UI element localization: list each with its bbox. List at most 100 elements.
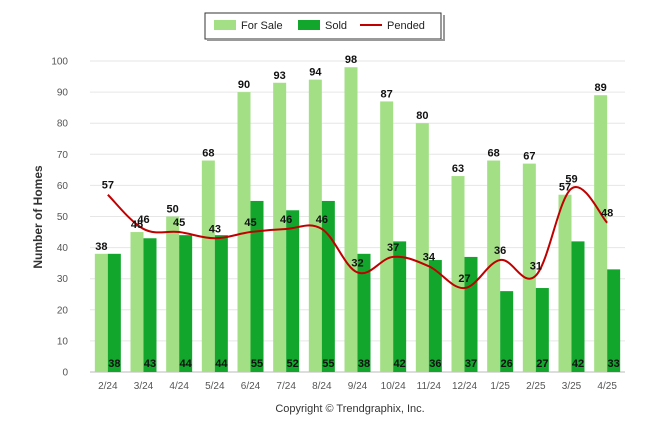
label-for-sale-3-24: 45 — [131, 219, 143, 231]
label-pended-2-25: 31 — [530, 261, 542, 273]
label-sold-6-24: 55 — [251, 358, 263, 370]
label-sold-2-24: 38 — [108, 358, 120, 370]
bar-for-sale-10-24 — [380, 101, 394, 373]
label-pended-1-25: 36 — [494, 245, 506, 257]
label-sold-10-24: 42 — [394, 358, 406, 370]
legend-swatch-sold — [298, 20, 320, 30]
bar-sold-7-24 — [286, 210, 300, 372]
label-sold-3-24: 43 — [144, 358, 156, 370]
bar-sold-5-24 — [214, 235, 228, 372]
label-pended-2-24: 57 — [102, 180, 114, 192]
bar-sold-10-24 — [393, 241, 407, 372]
legend-shadow-bottom — [207, 39, 445, 41]
y-axis-ticks: 0 10 20 30 40 50 60 70 80 90 100 — [51, 57, 68, 379]
label-sold-3-25: 42 — [572, 358, 584, 370]
label-pended-12-24: 27 — [458, 273, 470, 285]
legend-box — [204, 12, 442, 40]
y-tick-label-100: 100 — [51, 57, 68, 68]
pended-line — [107, 186, 608, 290]
x-tick-label-5-24: 5/24 — [205, 381, 225, 392]
bar-sold-1-25 — [500, 291, 514, 372]
x-tick-label-2-24: 2/24 — [98, 381, 118, 392]
label-for-sale-6-24: 90 — [238, 79, 250, 91]
legend-label-sold: Sold — [325, 20, 347, 32]
x-tick-label-4-25: 4/25 — [597, 381, 617, 392]
label-sold-11-24: 36 — [429, 358, 441, 370]
bar-for-sale-3-25 — [558, 194, 572, 372]
bar-sold-2-24 — [107, 253, 121, 372]
label-for-sale-1-25: 68 — [488, 148, 500, 160]
bar-for-sale-6-24 — [237, 92, 251, 372]
bars — [94, 67, 621, 373]
label-pended-5-24: 43 — [209, 223, 221, 235]
label-pended-11-24: 34 — [423, 251, 436, 263]
label-for-sale-2-25: 67 — [523, 151, 535, 163]
y-tick-label-30: 30 — [57, 274, 69, 285]
legend-label-pended: Pended — [387, 20, 425, 32]
label-sold-8-24: 55 — [322, 358, 334, 370]
label-for-sale-11-24: 80 — [416, 110, 428, 122]
label-sold-12-24: 37 — [465, 358, 477, 370]
bar-sold-4-24 — [179, 235, 193, 372]
label-for-sale-7-24: 93 — [274, 70, 286, 82]
label-pended-9-24: 32 — [351, 257, 363, 269]
x-tick-label-3-24: 3/24 — [134, 381, 154, 392]
label-pended-6-24: 45 — [244, 217, 256, 229]
y-tick-label-0: 0 — [62, 368, 68, 379]
label-pended-8-24: 46 — [316, 214, 328, 226]
label-for-sale-8-24: 94 — [309, 67, 322, 79]
bar-for-sale-4-24 — [166, 216, 180, 372]
label-for-sale-5-24: 68 — [202, 148, 214, 160]
label-pended-10-24: 37 — [387, 242, 399, 254]
bar-sold-3-24 — [143, 238, 157, 372]
x-tick-label-7-24: 7/24 — [276, 381, 296, 392]
label-for-sale-3-25: 57 — [559, 182, 571, 194]
bar-sold-3-25 — [571, 241, 585, 372]
copyright-text: Copyright © Trendgraphix, Inc. — [275, 403, 424, 415]
label-sold-2-25: 27 — [536, 358, 548, 370]
y-tick-label-60: 60 — [57, 181, 69, 192]
label-for-sale-9-24: 98 — [345, 54, 357, 66]
bar-for-sale-1-25 — [487, 160, 501, 372]
bar-for-sale-7-24 — [273, 82, 287, 373]
x-tick-label-2-25: 2/25 — [526, 381, 546, 392]
bar-sold-6-24 — [250, 200, 264, 372]
bar-for-sale-12-24 — [451, 176, 465, 372]
y-tick-label-90: 90 — [57, 88, 69, 99]
label-pended-4-25: 48 — [601, 208, 613, 220]
y-axis-label: Number of Homes — [31, 165, 45, 269]
bar-sold-4-25 — [607, 269, 621, 372]
bar-for-sale-2-24 — [94, 253, 108, 372]
label-pended-7-24: 46 — [280, 214, 292, 226]
bar-for-sale-4-25 — [594, 95, 608, 373]
x-axis-ticks: 2/24 3/24 4/24 5/24 6/24 7/24 8/24 9/24 10/24 11/… — [98, 381, 617, 392]
label-pended-3-25: 59 — [565, 174, 577, 186]
label-sold-1-25: 26 — [501, 358, 513, 370]
label-for-sale-4-24: 50 — [167, 204, 179, 216]
legend-shadow-right — [443, 15, 445, 41]
label-for-sale-4-25: 89 — [595, 82, 607, 94]
y-tick-label-80: 80 — [57, 119, 69, 130]
x-tick-label-8-24: 8/24 — [312, 381, 332, 392]
x-tick-label-9-24: 9/24 — [348, 381, 368, 392]
x-tick-label-12-24: 12/24 — [452, 381, 477, 392]
x-tick-label-4-24: 4/24 — [169, 381, 189, 392]
label-sold-4-24: 44 — [180, 358, 193, 370]
bar-for-sale-3-24 — [130, 232, 144, 372]
y-tick-label-40: 40 — [57, 243, 69, 254]
legend: For Sale Sold Pended — [204, 12, 445, 41]
data-labels: 38 38 45 43 50 44 68 44 90 55 93 52 94 55 98 38 87 42 80 36… — [95, 54, 620, 370]
label-pended-4-24: 45 — [173, 217, 185, 229]
x-tick-label-6-24: 6/24 — [241, 381, 261, 392]
y-tick-label-50: 50 — [57, 212, 69, 223]
bar-for-sale-5-24 — [201, 160, 215, 372]
y-tick-label-10: 10 — [57, 336, 69, 347]
label-for-sale-10-24: 87 — [381, 88, 393, 100]
label-sold-4-25: 33 — [608, 358, 620, 370]
label-for-sale-2-24: 38 — [95, 241, 107, 253]
legend-label-for-sale: For Sale — [241, 20, 283, 32]
label-sold-5-24: 44 — [215, 358, 228, 370]
label-sold-9-24: 38 — [358, 358, 370, 370]
